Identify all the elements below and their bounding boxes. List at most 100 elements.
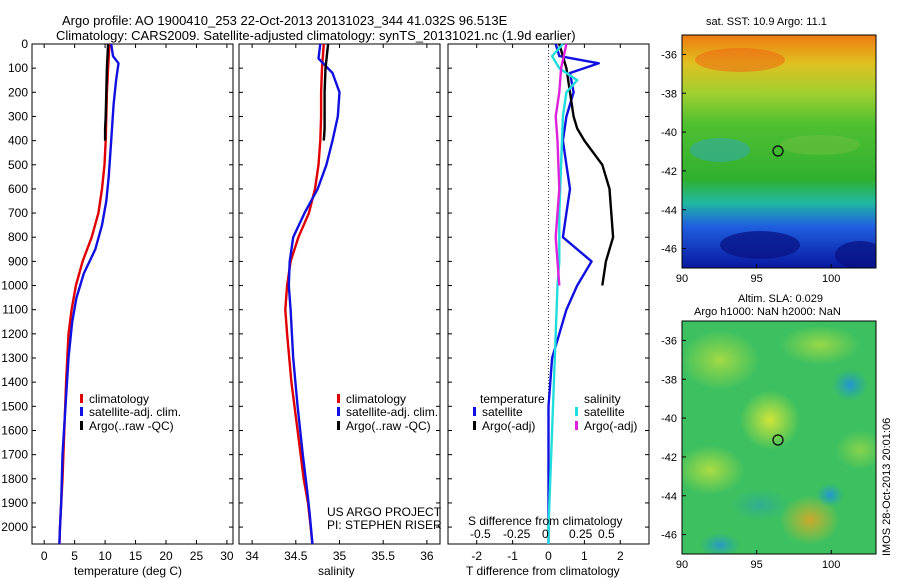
legend-argo-label: Argo(..raw -QC)	[89, 419, 174, 433]
series-line-argo-raw-qc-	[322, 43, 330, 141]
x-tick-label: 36	[420, 549, 434, 563]
legend-climatology: climatology	[80, 393, 149, 406]
series-line-climatology	[58, 43, 111, 545]
sst-map	[682, 35, 876, 268]
x-tick-label: 0	[41, 549, 48, 563]
map-x-tick-label: 100	[822, 559, 840, 571]
legend3-t-argo-swatch	[473, 421, 476, 430]
x-tick-label: 2	[617, 549, 624, 563]
x-tick-label: 10	[98, 549, 112, 563]
series-line-argo-adj-salinity-	[554, 43, 568, 286]
sla-map	[682, 321, 876, 554]
map-x-tick-label: 100	[822, 273, 840, 285]
y-tick-label: 800	[8, 230, 28, 244]
legend2-argo-swatch	[337, 421, 340, 430]
legend3-t-satellite-label: satellite	[482, 405, 523, 419]
map-y-tick-label: -44	[661, 491, 677, 503]
y-tick-label: 1300	[1, 351, 28, 365]
legend3-s-argo-swatch	[575, 421, 578, 430]
map-y-tick-label: -40	[661, 413, 677, 425]
x-tick-label: 20	[159, 549, 173, 563]
legend3-t-satellite: satellite	[473, 406, 523, 419]
x-tick-label: 0	[545, 549, 552, 563]
profile-panels: 0 5 10 15 20 25 300100200300400500600700800900…	[1, 37, 650, 563]
sdiff-tick-1: -0.5	[470, 527, 491, 541]
sst-map-frame	[681, 34, 877, 269]
x-tick-label: 25	[190, 549, 204, 563]
sla-axes: 90 95 100 -36 -38 -40 -42 -44 -46	[661, 335, 840, 571]
credit-line-2: PI: STEPHEN RISER	[327, 518, 442, 532]
sla-argo-marker	[772, 434, 784, 446]
profile-panel-1: 0 5 10 15 20 25 300100200300400500600700800900…	[1, 37, 234, 563]
legend2-argo: Argo(..raw -QC)	[337, 420, 431, 433]
legend2-satellite-swatch	[337, 407, 340, 416]
y-tick-label: 900	[8, 254, 28, 268]
panel-frame	[31, 43, 234, 545]
y-tick-label: 200	[8, 85, 28, 99]
y-tick-label: 1200	[1, 327, 28, 341]
sdiff-tick-3: 0	[542, 527, 549, 541]
sst-axes: 90 95 100 -36 -38 -40 -42 -44 -46	[661, 49, 840, 285]
y-tick-label: 1800	[1, 472, 28, 486]
sla-title: Altim. SLA: 0.029	[738, 293, 823, 305]
y-tick-label: 1100	[2, 303, 28, 317]
legend2-climatology-swatch	[337, 394, 340, 403]
salinity-xlabel: salinity	[318, 564, 355, 578]
legend3-s-satellite: satellite	[575, 406, 625, 419]
legend-satellite-label: satellite-adj. clim.	[89, 405, 182, 419]
series-line-satellite-salinity-	[547, 43, 579, 544]
y-tick-label: 700	[8, 206, 28, 220]
y-tick-label: 100	[8, 61, 28, 75]
map-x-tick-label: 95	[750, 273, 762, 285]
legend3-t-argo-label: Argo(-adj)	[482, 419, 536, 433]
legend-argo-swatch	[80, 421, 83, 430]
sdiff-tick-5: 0.5	[598, 527, 615, 541]
map-y-tick-label: -46	[661, 244, 677, 256]
timestamp-stamp: IMOS 28-Oct-2013 20:01:06	[881, 417, 893, 556]
sla-subtitle: Argo h1000: NaN h2000: NaN	[694, 306, 841, 318]
map-y-tick-label: -36	[661, 49, 677, 61]
legend3-t-argo: Argo(-adj)	[473, 420, 535, 433]
x-tick-label: 34	[245, 549, 259, 563]
profile-panel-3: -2 -1 0 1 2	[447, 43, 650, 563]
map-y-tick-label: -42	[661, 166, 677, 178]
map-y-tick-label: -38	[661, 88, 677, 100]
x-tick-label: 5	[71, 549, 78, 563]
map-y-tick-label: -36	[661, 335, 677, 347]
legend-satellite-swatch	[80, 407, 83, 416]
legend3-t-satellite-swatch	[473, 407, 476, 416]
map-y-tick-label: -44	[661, 205, 677, 217]
legend3-temperature-title: temperature	[480, 392, 545, 406]
y-tick-label: 1400	[1, 375, 28, 389]
legend2-argo-label: Argo(..raw -QC)	[346, 419, 431, 433]
legend3-s-argo-label: Argo(-adj)	[584, 419, 638, 433]
y-tick-label: 500	[8, 158, 28, 172]
x-tick-label: 15	[129, 549, 143, 563]
series-line-satellite	[547, 43, 600, 544]
tdiff-xlabel: T difference from climatology	[466, 564, 620, 578]
sdiff-tick-2: -0.25	[503, 527, 531, 541]
y-tick-label: 400	[8, 134, 28, 148]
profile-panel-2: 34 34.5 35 35.5 36	[238, 43, 441, 563]
legend2-climatology-label: climatology	[346, 392, 407, 406]
map-x-tick-label: 90	[676, 559, 688, 571]
map-y-tick-label: -38	[661, 374, 677, 386]
sst-argo-marker	[772, 145, 784, 157]
x-tick-label: 35.5	[372, 549, 396, 563]
title-line-1: Argo profile: AO 1900410_253 22-Oct-2013…	[62, 13, 508, 28]
legend-climatology-swatch	[80, 394, 83, 403]
y-tick-label: 0	[21, 37, 28, 51]
x-tick-label: -1	[507, 549, 518, 563]
sla-map-frame	[681, 320, 877, 555]
legend2-satellite: satellite-adj. clim.	[337, 406, 438, 419]
x-tick-label: 35	[333, 549, 347, 563]
legend-argo: Argo(..raw -QC)	[80, 420, 174, 433]
sdiff-tick-4: 0.25	[569, 527, 593, 541]
series-line-satellite-adj-clim-	[287, 43, 341, 545]
y-tick-label: 2000	[1, 520, 28, 534]
legend3-s-argo: Argo(-adj)	[575, 420, 637, 433]
x-tick-label: 34.5	[284, 549, 308, 563]
x-tick-label: 1	[581, 549, 588, 563]
y-tick-label: 1500	[1, 399, 28, 413]
